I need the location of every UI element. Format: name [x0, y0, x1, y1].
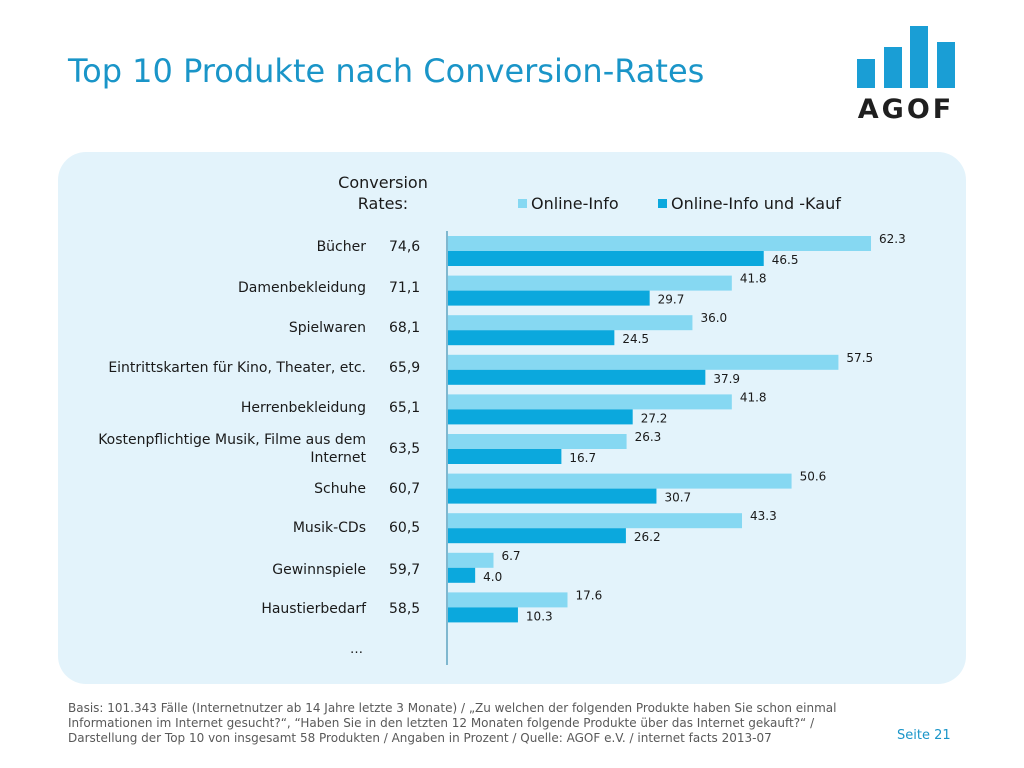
data-label: 37.9: [713, 372, 740, 386]
conversion-rates-header-line2: Rates:: [357, 194, 409, 213]
bar-online-info: [448, 473, 792, 489]
data-label: 26.3: [635, 430, 662, 444]
conversion-rate: 60,7: [389, 481, 421, 497]
data-label: 36.0: [700, 311, 727, 325]
category-label: Damenbekleidung: [237, 280, 366, 296]
data-label: 24.5: [622, 332, 649, 346]
conversion-rate: 60,5: [389, 520, 421, 536]
conversion-rate: 65,1: [389, 400, 421, 416]
data-label: 46.5: [772, 253, 799, 267]
category-label: Musik-CDs: [292, 520, 366, 536]
bar-online-info: [448, 592, 568, 608]
bar-online-info-kauf: [448, 369, 706, 385]
legend-swatch-dark: [658, 199, 667, 208]
category-label: Eintrittskarten für Kino, Theater, etc.: [108, 360, 366, 376]
legend-item-online-info-kauf: Online-Info und -Kauf: [658, 194, 841, 213]
bar-online-info-kauf: [448, 528, 626, 544]
legend-label: Online-Info: [531, 194, 619, 213]
bar-online-info-kauf: [448, 607, 518, 623]
bar-online-info: [448, 315, 693, 331]
category-label: Kostenpflichtige Musik, Filme aus dem In…: [98, 432, 366, 466]
conversion-rate: 59,7: [389, 562, 421, 578]
data-label: 26.2: [634, 530, 661, 544]
logo-bar-4: [937, 42, 955, 88]
logo-bar-2: [884, 47, 902, 88]
data-label: 41.8: [740, 272, 767, 286]
bar-online-info-kauf: [448, 290, 650, 306]
agof-logo: AGOF: [857, 26, 955, 122]
data-label: 10.3: [526, 609, 553, 623]
legend-item-online-info: Online-Info: [518, 194, 619, 213]
page-number: Seite 21: [897, 728, 951, 743]
conversion-rate: 58,5: [389, 601, 421, 617]
bar-online-info: [448, 275, 732, 291]
data-label: 29.7: [658, 293, 685, 307]
data-label: 4.0: [483, 570, 502, 584]
data-label: 30.7: [664, 491, 691, 505]
bar-online-info: [448, 434, 627, 449]
data-label: 57.5: [846, 351, 873, 365]
data-label: 50.6: [800, 470, 827, 484]
bar-online-info: [448, 513, 743, 529]
page-title: Top 10 Produkte nach Conversion-Rates: [68, 52, 705, 90]
category-label: Haustierbedarf: [261, 601, 366, 617]
conversion-rate: 68,1: [389, 320, 421, 336]
conversion-rates-header: Conversion Rates:: [323, 172, 443, 214]
data-label: 27.2: [641, 411, 668, 425]
bar-online-info: [448, 394, 732, 410]
conversion-rate: 74,6: [389, 239, 421, 255]
logo-text: AGOF: [858, 94, 954, 122]
bar-chart: 62.346.541.829.736.024.557.537.941.827.2…: [446, 231, 906, 665]
bar-online-info-kauf: [448, 488, 657, 504]
bar-online-info-kauf: [448, 330, 615, 346]
legend-swatch-light: [518, 199, 527, 208]
category-label: Herrenbekleidung: [240, 400, 366, 416]
bar-online-info: [448, 552, 494, 568]
logo-bar-3: [910, 26, 928, 88]
data-label: 17.6: [576, 588, 603, 602]
data-label: 62.3: [879, 232, 906, 246]
category-label: Bücher: [316, 239, 366, 255]
legend-label: Online-Info und -Kauf: [671, 194, 841, 213]
conversion-rates-header-line1: Conversion: [338, 173, 428, 192]
data-label: 16.7: [569, 451, 596, 465]
data-label: 6.7: [501, 549, 520, 563]
conversion-rate: 63,5: [389, 441, 421, 457]
data-label: 43.3: [750, 509, 777, 523]
bar-online-info-kauf: [448, 251, 764, 266]
footnote: Basis: 101.343 Fälle (Internetnutzer ab …: [68, 701, 837, 745]
bar-online-info-kauf: [448, 409, 633, 425]
bar-online-info: [448, 354, 839, 370]
category-label: Schuhe: [314, 481, 366, 497]
bar-online-info-kauf: [448, 567, 476, 583]
conversion-rate: 71,1: [389, 280, 421, 296]
category-label: Spielwaren: [288, 320, 366, 336]
logo-bar-1: [857, 59, 875, 88]
bar-online-info: [448, 236, 872, 251]
more-items-ellipsis: …: [350, 642, 363, 657]
category-label: Gewinnspiele: [272, 562, 366, 578]
bar-online-info-kauf: [448, 449, 562, 464]
conversion-rate: 65,9: [389, 360, 421, 376]
data-label: 41.8: [740, 390, 767, 404]
